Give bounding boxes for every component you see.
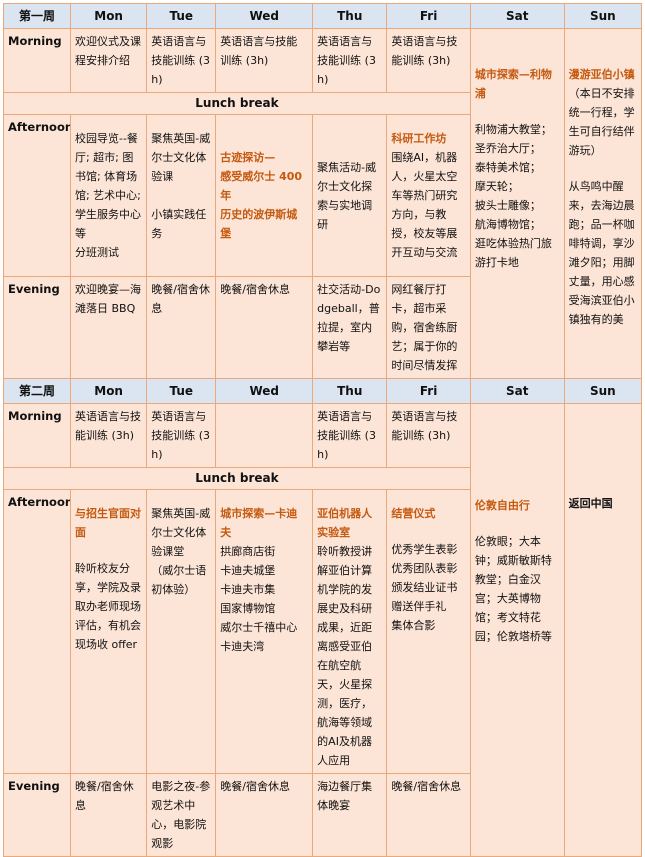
cell-w1-morning-thu: 英语语言与技能训练 (3h)	[312, 27, 388, 94]
day-header-tue: Tue	[146, 3, 217, 29]
week2-header-row: 第二周 Mon Tue Wed Thu Fri Sat Sun	[3, 378, 643, 405]
week2-afternoon-row: Afternoon 与招生官面对面 聆听校友分享，学院及录取办老师现场评估，有机…	[3, 488, 642, 775]
week1-lunch-row: Lunch break	[3, 92, 642, 116]
cell-w2-saturday: 伦敦自由行 伦敦眼；大本钟；威斯敏斯特教堂；白金汉宫；大英博物馆；考文特花园；伦…	[469, 403, 565, 857]
event-body-robot-lab: 聆听教授讲解亚伯计算机学院的发展史及科研成果，近距离感受亚伯在航空航天，火星探测…	[317, 545, 373, 768]
cell-w2-afternoon-thu: 亚伯机器人实验室 聆听教授讲解亚伯计算机学院的发展史及科研成果，近距离感受亚伯在…	[312, 488, 388, 775]
cell-w1-evening-thu: 社交活动-Dodgeball，普拉提，室内攀岩等	[312, 276, 388, 380]
day-header-tue-2: Tue	[146, 378, 217, 405]
cell-w2-evening-fri: 晚餐/宿舍休息	[386, 773, 471, 857]
week1-evening-label: Evening	[3, 276, 71, 380]
day-header-sun-2: Sun	[563, 378, 643, 405]
day-header-fri: Fri	[386, 3, 471, 29]
week1-afternoon-label: Afternoon	[3, 114, 71, 278]
event-title-return-china: 返回中国	[568, 497, 613, 511]
day-header-fri-2: Fri	[386, 378, 471, 405]
cell-w1-afternoon-tue: 聚焦英国-威尔士文化体验课 小镇实践任务	[146, 114, 217, 278]
cell-w2-evening-tue: 电影之夜-参观艺术中心，电影院观影	[146, 773, 217, 857]
week2-evening-label: Evening	[3, 773, 71, 857]
day-header-wed: Wed	[215, 3, 314, 29]
event-title-cardiff: 城市探索—卡迪夫	[220, 506, 298, 539]
cell-w2-evening-mon: 晚餐/宿舍休息	[69, 773, 148, 857]
week2-lunch-break: Lunch break	[3, 467, 471, 490]
cell-w1-morning-fri: 英语语言与技能训练 (3h)	[386, 27, 471, 94]
event-title-aber-town: 漫游亚伯小镇	[568, 68, 635, 81]
cell-w1-evening-wed: 晚餐/宿舍休息	[215, 276, 314, 380]
cell-w2-morning-tue: 英语语言与技能训练 (3h)	[146, 403, 217, 469]
day-header-mon-2: Mon	[69, 378, 148, 405]
day-header-thu: Thu	[312, 3, 388, 29]
event-note-aber-town: （本日不安排统一行程，学生可自行结伴游玩）	[568, 87, 635, 158]
event-body-research-workshop: 围绕AI，机器人，火星太空车等热门研究方向，与教授，校友等展开互动与交流	[391, 151, 458, 260]
event-title-closing-ceremony: 结营仪式	[391, 506, 436, 520]
cell-w2-sunday: 返回中国	[563, 403, 643, 857]
day-header-sat: Sat	[469, 3, 565, 29]
day-header-wed-2: Wed	[215, 378, 314, 405]
cell-w2-afternoon-wed: 城市探索—卡迪夫 拱廊商店街 卡迪夫城堡 卡迪夫市集 国家博物馆 威尔士千禧中心…	[215, 488, 314, 775]
event-body-aber-town: 从鸟鸣中醒来，去海边晨跑；品一杯咖啡特调，享沙滩夕阳；用脚丈量，用心感受海滨亚伯…	[568, 180, 635, 327]
cell-w1-afternoon-thu: 聚焦活动-威尔士文化探索与实地调研	[312, 114, 388, 278]
cell-w1-sunday: 漫游亚伯小镇 （本日不安排统一行程，学生可自行结伴游玩） 从鸟鸣中醒来，去海边晨…	[563, 27, 643, 380]
cell-w2-morning-wed	[215, 403, 314, 469]
cell-w2-morning-thu: 英语语言与技能训练 (3h)	[312, 403, 388, 469]
cell-w2-evening-wed: 晚餐/宿舍休息	[215, 773, 314, 857]
week1-morning-label: Morning	[3, 27, 71, 94]
event-title-castle-visit: 古迹探访— 感受威尔士 400 年 历史的波伊斯城堡	[220, 151, 303, 241]
event-title-london: 伦敦自由行	[474, 499, 530, 513]
cell-w1-evening-tue: 晚餐/宿舍休息	[146, 276, 217, 380]
cell-w1-saturday: 城市探索—利物浦 利物浦大教堂； 圣乔治大厅； 泰特美术馆； 摩天轮； 披头士雕…	[469, 27, 565, 380]
event-body-london: 伦敦眼；大本钟；威斯敏斯特教堂；白金汉宫；大英博物馆；考文特花园；伦敦塔桥等	[474, 535, 552, 644]
day-header-sun: Sun	[563, 3, 643, 29]
cell-w1-morning-wed: 英语语言与技能训练 (3h)	[215, 27, 314, 94]
cell-w1-morning-mon: 欢迎仪式及课程安排介绍	[69, 27, 148, 94]
cell-w1-evening-fri: 网红餐厅打卡，超市采购，宿舍练厨艺；属于你的时间尽情发挥	[386, 276, 471, 380]
cell-w1-afternoon-fri: 科研工作坊 围绕AI，机器人，火星太空车等热门研究方向，与教授，校友等展开互动与…	[386, 114, 471, 278]
day-header-mon: Mon	[69, 3, 148, 29]
event-title-admissions: 与招生官面对面	[74, 506, 141, 539]
day-header-sat-2: Sat	[469, 378, 565, 405]
event-title-research-workshop: 科研工作坊	[391, 132, 447, 146]
cell-w2-morning-mon: 英语语言与技能训练 (3h)	[69, 403, 148, 469]
event-body-liverpool: 利物浦大教堂； 圣乔治大厅； 泰特美术馆； 摩天轮； 披头士雕像； 航海博物馆；…	[474, 123, 552, 270]
event-title-robot-lab: 亚伯机器人实验室	[317, 506, 373, 539]
week1-afternoon-row: Afternoon 校园导览--餐厅; 超市; 图书馆; 体育场馆; 艺术中心;…	[3, 114, 642, 278]
week1-morning-row: Morning 欢迎仪式及课程安排介绍 英语语言与技能训练 (3h) 英语语言与…	[3, 27, 643, 380]
week1-label: 第一周	[3, 3, 71, 29]
week1-lunch-break: Lunch break	[3, 92, 471, 116]
cell-w2-afternoon-fri: 结营仪式 优秀学生表彰 优秀团队表彰 颁发结业证书 赠送伴手礼 集体合影	[386, 488, 471, 775]
cell-w1-evening-mon: 欢迎晚宴—海滩落日 BBQ	[69, 276, 148, 380]
event-title-liverpool: 城市探索—利物浦	[474, 68, 552, 101]
cell-w2-afternoon-tue: 聚焦英国-威尔士文化体验课堂 （威尔士语初体验）	[146, 488, 217, 775]
week2-morning-row: Morning 英语语言与技能训练 (3h) 英语语言与技能训练 (3h) 英语…	[3, 403, 643, 857]
week1-header-row: 第一周 Mon Tue Wed Thu Fri Sat Sun	[3, 3, 643, 29]
event-body-cardiff: 拱廊商店街 卡迪夫城堡 卡迪夫市集 国家博物馆 威尔士千禧中心 卡迪夫湾	[220, 545, 298, 654]
cell-w1-afternoon-wed: 古迹探访— 感受威尔士 400 年 历史的波伊斯城堡	[215, 114, 314, 278]
event-body-closing-ceremony: 优秀学生表彰 优秀团队表彰 颁发结业证书 赠送伴手礼 集体合影	[391, 542, 458, 633]
cell-w1-afternoon-mon: 校园导览--餐厅; 超市; 图书馆; 体育场馆; 艺术中心; 学生服务中心等 分…	[69, 114, 148, 278]
cell-w2-morning-fri: 英语语言与技能训练 (3h)	[386, 403, 471, 469]
cell-w2-evening-thu: 海边餐厅集体晚宴	[312, 773, 388, 857]
cell-w1-morning-tue: 英语语言与技能训练 (3h)	[146, 27, 217, 94]
week2-morning-label: Morning	[3, 403, 71, 469]
event-body-admissions: 聆听校友分享，学院及录取办老师现场评估，有机会现场收 offer	[74, 562, 141, 652]
week2-label: 第二周	[3, 378, 71, 405]
week1-evening-row: Evening 欢迎晚宴—海滩落日 BBQ 晚餐/宿舍休息 晚餐/宿舍休息 社交…	[3, 276, 642, 380]
cell-w2-afternoon-mon: 与招生官面对面 聆听校友分享，学院及录取办老师现场评估，有机会现场收 offer	[69, 488, 148, 775]
study-tour-schedule-table: 第一周 Mon Tue Wed Thu Fri Sat Sun Morning …	[3, 3, 643, 857]
day-header-thu-2: Thu	[312, 378, 388, 405]
week2-afternoon-label: Afternoon	[3, 488, 71, 775]
